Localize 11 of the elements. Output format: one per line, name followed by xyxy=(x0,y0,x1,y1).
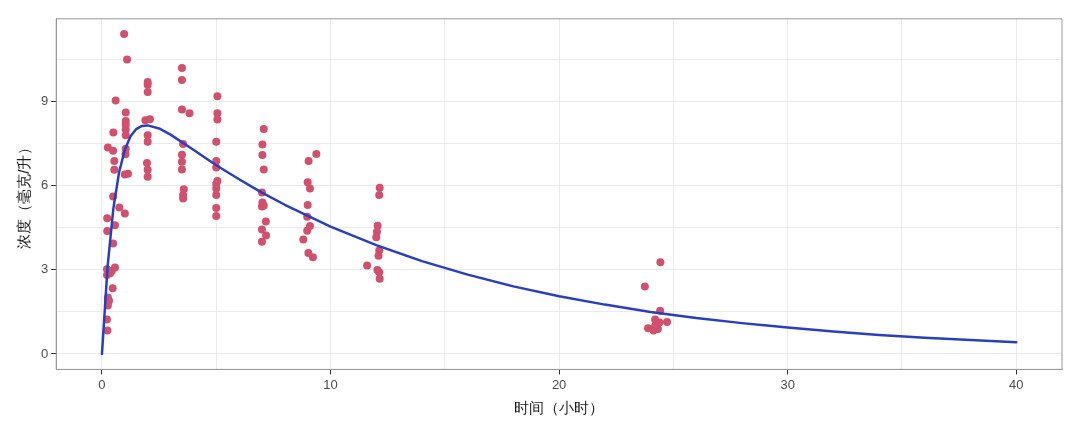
x-tick-label: 20 xyxy=(551,376,567,392)
y-axis-title: 浓度（毫克/升） xyxy=(15,139,33,249)
x-tick-label: 40 xyxy=(1009,376,1024,392)
y-tick-label: 0 xyxy=(41,345,49,361)
x-tick-label: 10 xyxy=(323,376,338,392)
y-tick-label: 9 xyxy=(41,93,49,109)
y-tick-label: 3 xyxy=(41,261,49,277)
y-tick-label: 6 xyxy=(41,177,49,193)
x-tick-label: 0 xyxy=(98,376,106,392)
x-axis-title: 时间（小时） xyxy=(514,399,605,417)
x-tick-label: 30 xyxy=(780,376,795,392)
